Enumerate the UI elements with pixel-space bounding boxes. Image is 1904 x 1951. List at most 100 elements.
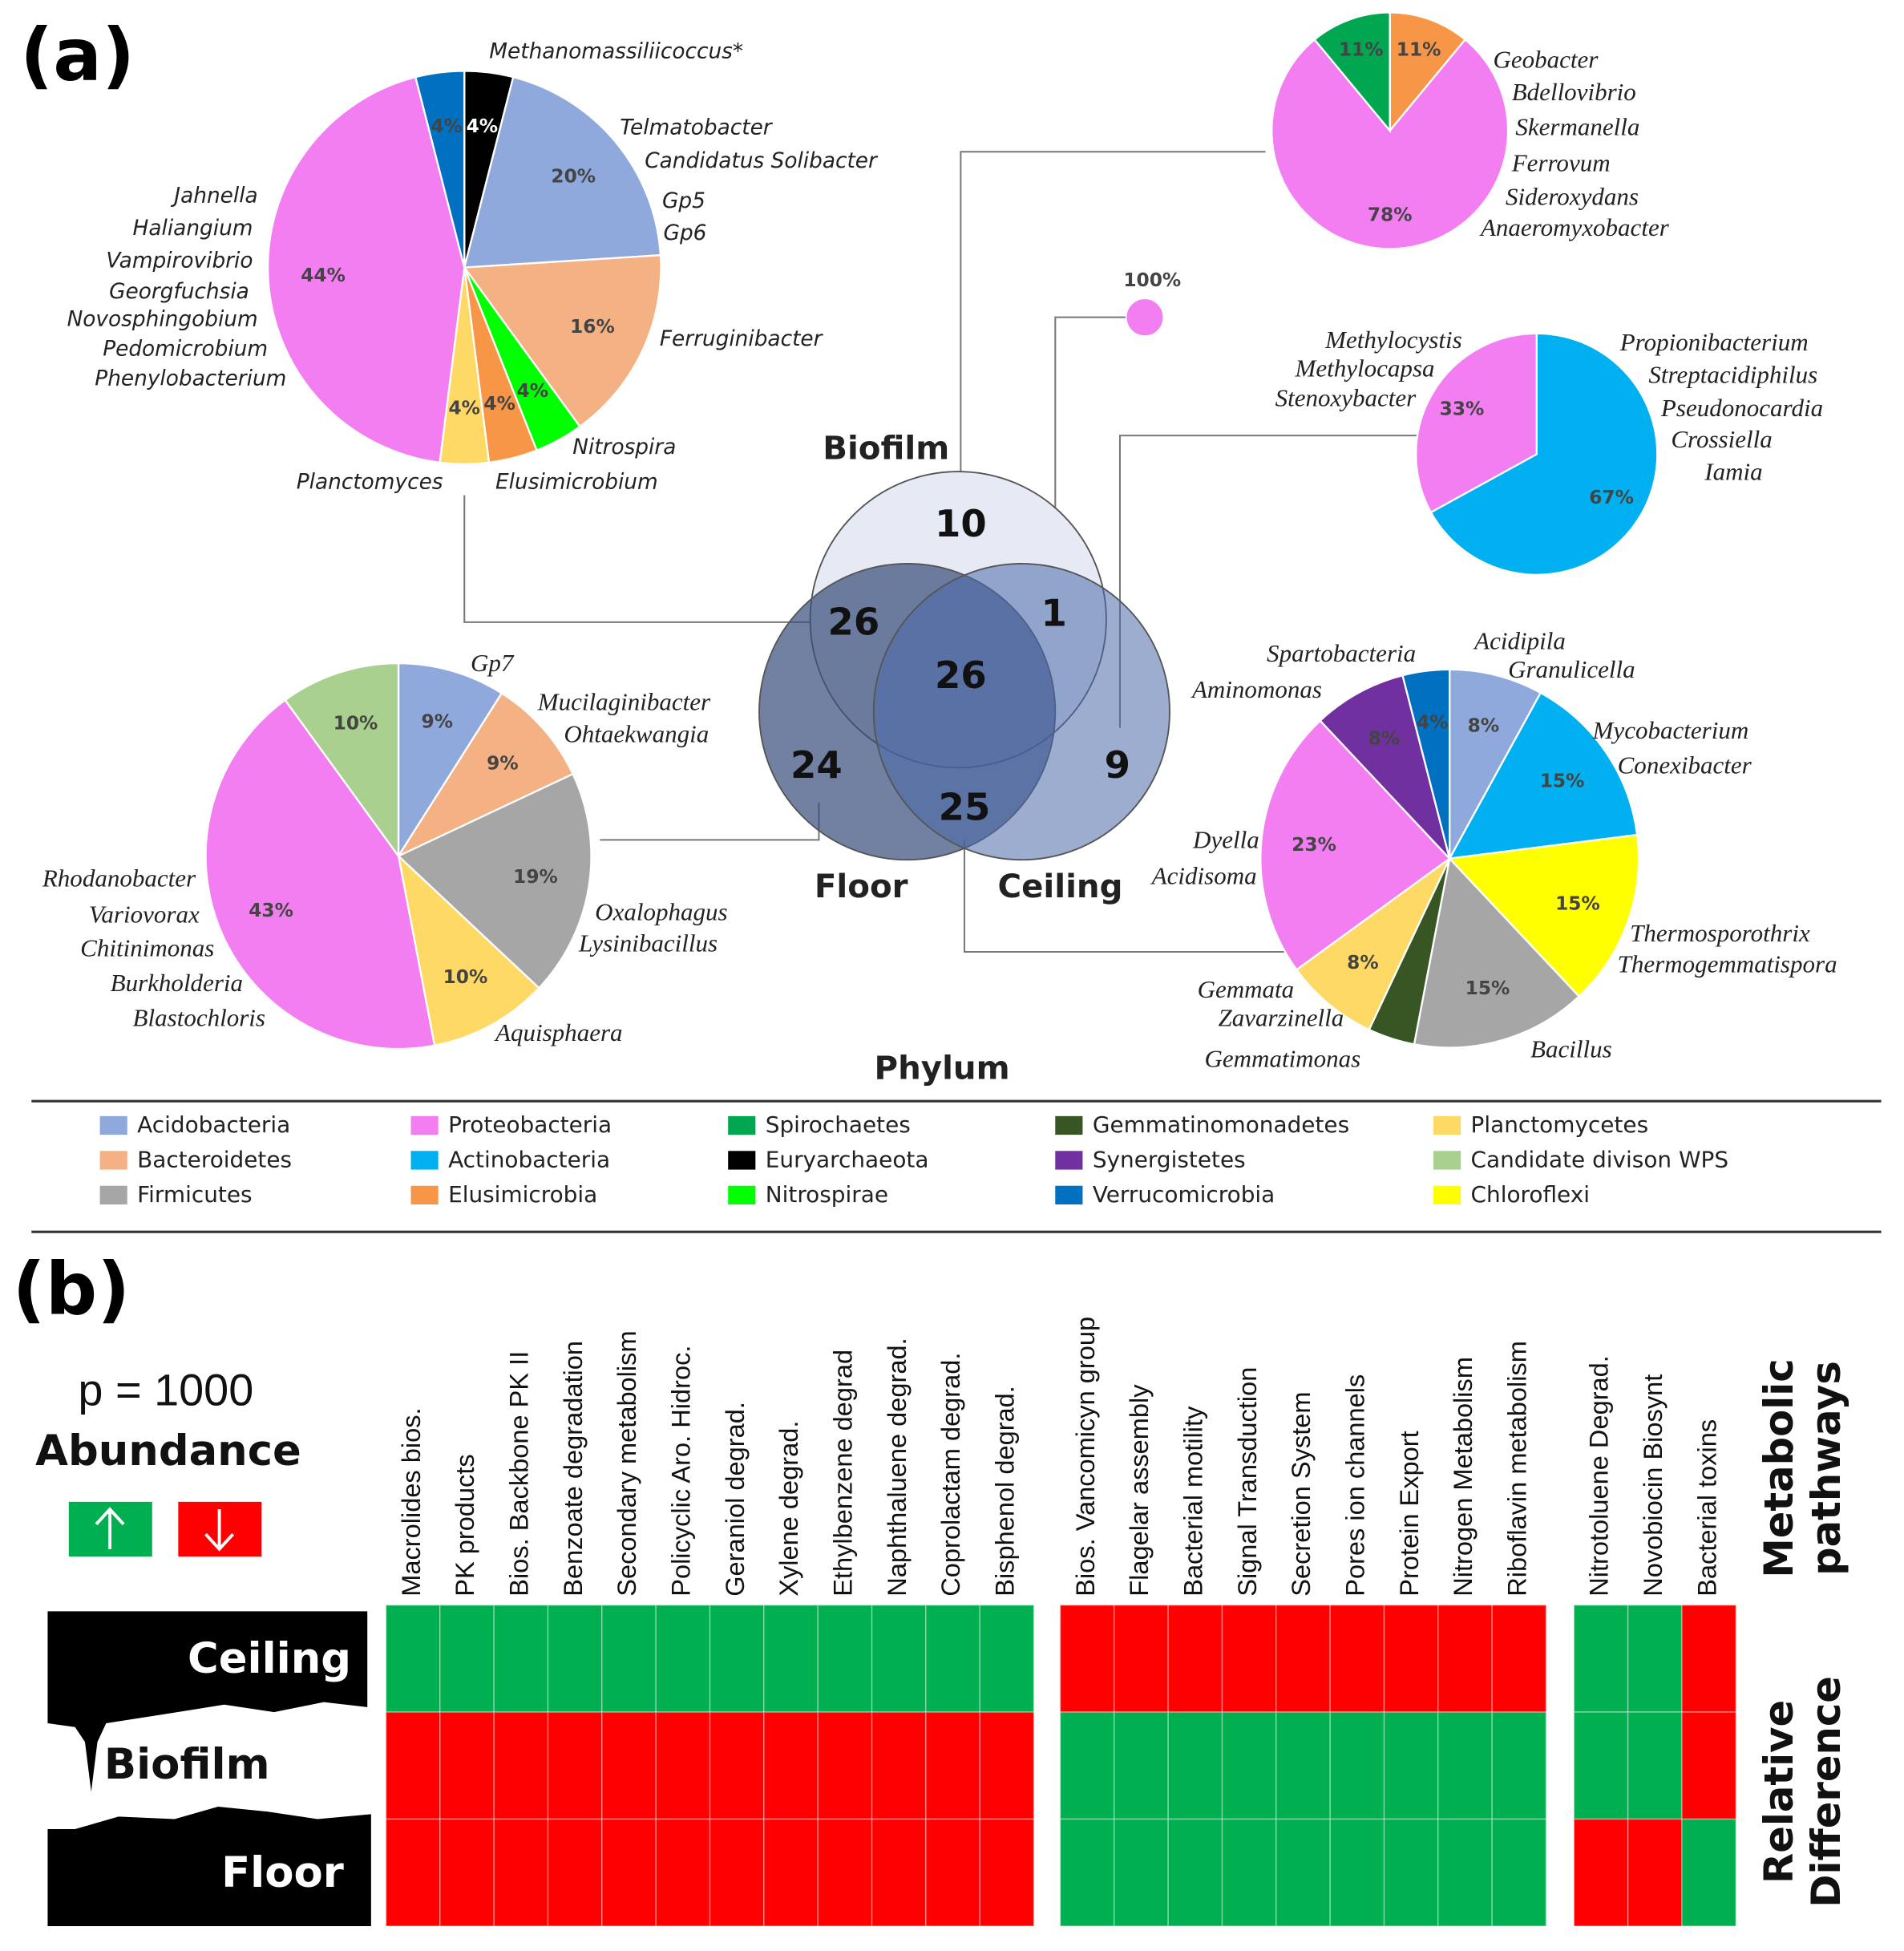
column-label: Flagelar assembly bbox=[1125, 1384, 1154, 1597]
heatmap-cell bbox=[1681, 1711, 1737, 1820]
legend-swatch bbox=[728, 1115, 756, 1135]
genus-label: Ferruginibacter bbox=[660, 327, 824, 351]
legend-label: Chloroflexi bbox=[1471, 1181, 1590, 1208]
genus-label: Oxalophagus bbox=[595, 898, 727, 926]
genus-label: Jahnella bbox=[170, 184, 257, 208]
pie-value-label: 8% bbox=[1347, 952, 1379, 973]
heatmap-cell bbox=[1114, 1604, 1169, 1713]
legend-swatch bbox=[410, 1115, 439, 1135]
genus-label: Elusimicrobium bbox=[495, 471, 658, 495]
heatmap-cell bbox=[1627, 1604, 1683, 1713]
pie-value-label: 15% bbox=[1540, 771, 1585, 792]
genus-label: Variovorax bbox=[89, 901, 200, 929]
genus-label: Dyella bbox=[1192, 826, 1259, 854]
legend-label: Bacteroidetes bbox=[137, 1147, 292, 1173]
column-label: Nitrotoluene Degrad. bbox=[1585, 1355, 1614, 1597]
up-arrow bbox=[95, 1507, 125, 1549]
column-label: Pores ion channels bbox=[1340, 1374, 1369, 1597]
pie-slice bbox=[463, 253, 662, 428]
pie-slice bbox=[1429, 332, 1659, 577]
pie-slice bbox=[463, 75, 662, 269]
column-label: Signal Transduction bbox=[1233, 1367, 1262, 1597]
pie-value-label: 67% bbox=[1589, 487, 1634, 508]
pie-value-label: 9% bbox=[422, 711, 454, 733]
column-label: Nitrogen Metabolism bbox=[1449, 1357, 1478, 1597]
genus-label: Pedomicrobium bbox=[103, 338, 268, 362]
heatmap-cell bbox=[1383, 1604, 1439, 1713]
heatmap-cell bbox=[1437, 1818, 1494, 1927]
heatmap-cell bbox=[601, 1604, 657, 1713]
row-label: Biofilm bbox=[104, 1740, 270, 1789]
heatmap-cell bbox=[547, 1604, 603, 1713]
heatmap-cell bbox=[1573, 1604, 1629, 1713]
heatmap-cell bbox=[1059, 1818, 1115, 1927]
legend-swatch bbox=[99, 1185, 127, 1205]
legend-swatch bbox=[728, 1151, 756, 1170]
pie-slice bbox=[396, 772, 592, 990]
heatmap-cell bbox=[817, 1711, 873, 1820]
heatmap-cell bbox=[601, 1818, 657, 1927]
pie-value-label: 10% bbox=[443, 966, 488, 988]
column-label: Policyclic Aro. Hidroc. bbox=[666, 1346, 695, 1597]
heatmap-cell bbox=[1275, 1604, 1331, 1713]
legend-title: Phylum bbox=[875, 1049, 1010, 1087]
legend-label: Planctomycetes bbox=[1471, 1111, 1649, 1138]
heatmap-cell bbox=[439, 1818, 495, 1927]
heatmap-cell bbox=[655, 1604, 711, 1713]
genus-label: Lysinibacillus bbox=[578, 929, 718, 957]
column-label: Bacterial motility bbox=[1178, 1406, 1207, 1597]
genus-label: Propionibacterium bbox=[1619, 328, 1809, 356]
heatmap-cell bbox=[1275, 1711, 1331, 1820]
pie-value-label: 4% bbox=[1417, 712, 1449, 734]
genus-label: Gp5 bbox=[662, 189, 705, 213]
side-label: Difference bbox=[1803, 1676, 1849, 1908]
legend-swatch bbox=[1433, 1151, 1461, 1170]
pie-value-label: 19% bbox=[513, 866, 558, 888]
heatmap-cell bbox=[1167, 1604, 1223, 1713]
column-label: Coprolactam degrad. bbox=[936, 1353, 965, 1597]
column-label: Benzoate degradation bbox=[559, 1341, 588, 1597]
heatmap-cell bbox=[547, 1711, 603, 1820]
genus-label: Methylocystis bbox=[1324, 326, 1462, 354]
genus-label: Telmatobacter bbox=[620, 115, 774, 140]
floor-silhouette bbox=[47, 1807, 371, 1926]
pie-slice bbox=[1125, 298, 1165, 337]
genus-label: Gp7 bbox=[471, 649, 515, 677]
pie-slice bbox=[397, 662, 503, 860]
genus-label: Spartobacteria bbox=[1267, 639, 1416, 667]
pie-slice bbox=[1319, 674, 1451, 860]
genus-label: Aminomonas bbox=[1191, 675, 1322, 703]
genus-label: Methylocapsa bbox=[1295, 354, 1435, 383]
heatmap-cell bbox=[493, 1818, 549, 1927]
genus-label: Georgfuchsia bbox=[109, 280, 249, 304]
pie-slice bbox=[1448, 668, 1542, 860]
heatmap-cell bbox=[817, 1818, 873, 1927]
heatmap-cell bbox=[871, 1604, 927, 1713]
heatmap-cell bbox=[1167, 1818, 1223, 1927]
column-label: Protein Export bbox=[1395, 1431, 1424, 1596]
genus-label: Chitinimonas bbox=[80, 934, 214, 962]
heatmap-cell bbox=[385, 1604, 441, 1713]
genus-label: Ferrovum bbox=[1511, 148, 1611, 176]
pie-slice bbox=[414, 70, 466, 268]
pie-slice bbox=[1401, 668, 1451, 859]
column-label: Ethylbenzene degrad bbox=[829, 1350, 858, 1597]
column-label: Bios. Vancomicyn group bbox=[1071, 1317, 1100, 1597]
pie-slice bbox=[1447, 833, 1640, 998]
venn-count: 1 bbox=[1041, 592, 1067, 635]
heatmap-cell bbox=[925, 1818, 981, 1927]
venn-count: 24 bbox=[790, 743, 843, 787]
pie-slice bbox=[1313, 11, 1391, 134]
column-label: Xylene degrad. bbox=[774, 1421, 803, 1597]
genus-label: Phenylobacterium bbox=[95, 367, 286, 391]
pie-value-label: 4% bbox=[467, 115, 499, 137]
pie-value-label: 100% bbox=[1123, 269, 1181, 291]
column-label: Bios. Backbone PK II bbox=[504, 1351, 533, 1597]
venn-set-label: Biofilm bbox=[823, 430, 949, 468]
legend-label: Verrucomicrobia bbox=[1093, 1181, 1275, 1208]
genus-label: Gemmatimonas bbox=[1204, 1045, 1360, 1073]
pie-value-label: 23% bbox=[1292, 834, 1336, 856]
pie-value-label: 11% bbox=[1339, 39, 1384, 61]
legend-swatch bbox=[99, 1151, 127, 1170]
